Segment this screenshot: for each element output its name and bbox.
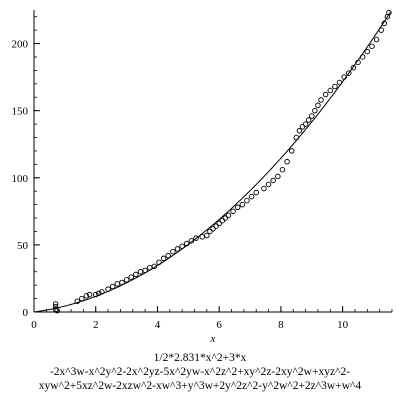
data-point [270,177,276,184]
data-point [74,298,80,305]
data-point [239,201,246,208]
data-point [336,79,343,86]
data-point [151,263,158,270]
data-point [275,173,281,180]
x-tick-label: 8 [278,319,284,331]
data-point [296,128,303,134]
y-tick-label: 150 [12,106,29,118]
data-point [381,20,388,27]
polynomial-line-2: xyw^2+5xz^2w-2xzw^2-xw^3+y^3w+2y^2z^2-y^… [38,380,362,392]
x-tick-label: 6 [216,319,222,331]
data-point [299,124,306,130]
data-point [341,74,347,80]
data-point [160,255,167,262]
data-point [79,295,85,302]
data-point [52,306,59,313]
data-point [109,283,116,290]
data-point [92,291,99,298]
data-point [284,158,290,165]
y-tick-label: 100 [12,173,29,185]
data-point [359,54,366,60]
data-point [234,204,241,211]
data-point [188,238,195,244]
data-point [222,215,229,221]
data-point [364,48,371,55]
data-point [369,43,375,49]
data-point [137,268,144,275]
data-point [165,252,171,259]
data-point [378,27,384,33]
data-point [179,243,185,249]
x-tick-label: 0 [31,319,37,331]
data-point [305,117,312,123]
data-point [52,301,59,307]
data-point [128,274,134,280]
data-point [225,212,232,219]
data-point [156,259,162,266]
data-point [142,267,148,274]
data-point [119,279,125,286]
data-point [248,193,255,200]
data-point [184,240,190,247]
data-point [216,220,222,227]
data-point [114,281,121,287]
data-point [346,70,352,76]
x-tick-label: 10 [337,319,349,331]
data-point [373,36,380,43]
data-point [312,107,318,114]
data-point [54,307,60,314]
polynomial-line-1: -2x^3w-x^2y^2-2x^2yz-5x^2yw-x^2z^2+xy^2z… [49,366,351,378]
data-point [265,181,272,188]
data-point [133,271,139,278]
data-point [210,226,216,232]
data-point [96,290,102,296]
x-tick-label: 4 [155,319,161,331]
data-point [386,9,392,16]
x-tick-label: 2 [93,319,99,331]
x-axis-label: x [210,333,216,345]
data-point [293,134,300,141]
data-point [261,185,267,192]
fit-curve [33,11,391,313]
data-point [309,113,315,119]
data-point [288,148,295,154]
data-point [244,197,250,204]
y-tick-label: 50 [17,240,29,252]
data-point [350,64,357,71]
fit-label: 1/2*2.831*x^2+3*x [153,352,247,364]
data-point [170,248,176,255]
data-point [193,235,199,241]
y-tick-label: 0 [23,307,29,319]
data-point [105,286,111,292]
data-point [279,166,286,173]
y-tick-label: 200 [12,39,29,51]
data-point [123,277,130,283]
data-point [99,289,105,295]
data-point [219,217,226,224]
data-point [327,87,334,94]
data-point [318,97,324,103]
data-point [315,102,321,109]
data-point [86,291,93,298]
data-point [253,189,259,196]
data-point [174,246,181,252]
data-point [355,59,361,66]
data-point [207,228,213,235]
data-point [83,293,90,299]
data-point [213,223,219,229]
data-point [204,232,210,239]
data-point [146,264,153,271]
data-point [322,91,329,98]
data-point [332,83,338,90]
data-point [302,121,309,127]
data-point [199,234,205,240]
data-point [230,208,236,215]
